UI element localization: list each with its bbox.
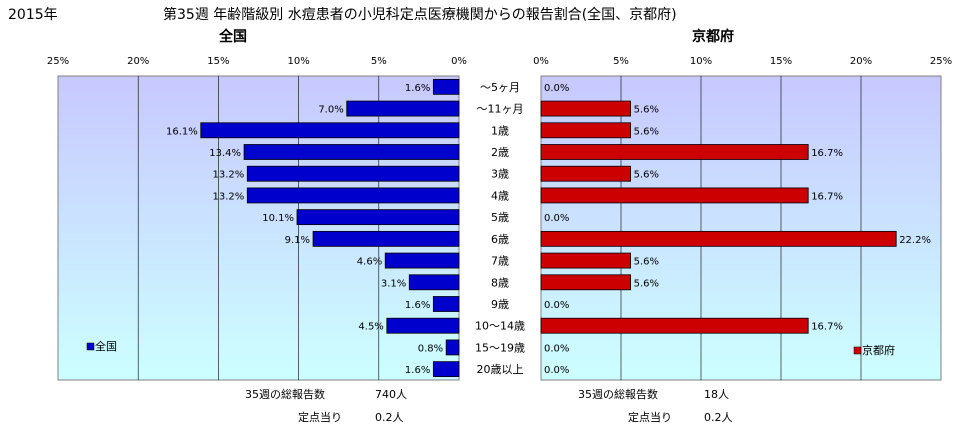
- national-bar: [243, 144, 460, 160]
- national-value-label: 9.1%: [285, 235, 310, 246]
- category-label: 10～14歳: [475, 320, 525, 333]
- kyoto-legend-swatch: [853, 346, 862, 355]
- kyoto-legend-label: 京都府: [862, 343, 895, 357]
- kyoto-value-label: 22.2%: [899, 235, 931, 246]
- kyoto-bar: [540, 122, 631, 139]
- kyoto-value-label: 5.6%: [634, 257, 659, 268]
- kyoto-x-tick-label: 5%: [613, 56, 629, 67]
- category-label: 8歳: [491, 276, 509, 289]
- kyoto-bar: [540, 144, 809, 160]
- year-label: 2015年: [8, 7, 58, 23]
- kyoto-value-label: 0.0%: [544, 300, 569, 311]
- national-bar: [408, 274, 460, 291]
- national-total-label: 35週の総報告数: [245, 387, 325, 401]
- national-bar: [384, 252, 460, 269]
- national-bar: [312, 230, 460, 247]
- category-label: 6歳: [491, 233, 509, 246]
- national-value-label: 13.4%: [209, 148, 241, 159]
- kyoto-x-tick-label: 15%: [770, 56, 792, 67]
- national-total-value: 740人: [375, 388, 407, 401]
- national-value-label: 1.6%: [405, 83, 430, 94]
- national-value-label: 1.6%: [405, 300, 430, 311]
- kyoto-per-label: 定点当り: [628, 410, 672, 424]
- kyoto-total-label: 35週の総報告数: [578, 387, 658, 401]
- national-plot-area: [57, 75, 460, 381]
- kyoto-bar: [540, 230, 897, 247]
- national-x-tick-label: 20%: [127, 56, 149, 67]
- category-label: 1歳: [491, 124, 509, 137]
- national-value-label: 1.6%: [405, 365, 430, 376]
- national-panel-title: 全国: [218, 28, 247, 45]
- national-bar: [445, 339, 460, 356]
- national-value-label: 13.2%: [212, 170, 244, 181]
- national-x-tick-label: 10%: [287, 56, 309, 67]
- kyoto-bar: [540, 274, 631, 291]
- national-x-tick-label: 5%: [371, 56, 387, 67]
- kyoto-bar: [540, 100, 631, 117]
- category-label: 3歳: [491, 168, 509, 181]
- kyoto-value-label: 16.7%: [811, 191, 843, 202]
- kyoto-x-tick-label: 20%: [850, 56, 872, 67]
- category-label: ～5ヶ月: [480, 81, 520, 94]
- national-bar: [432, 78, 460, 95]
- category-label: 20歳以上: [477, 363, 524, 376]
- kyoto-x-tick-label: 25%: [930, 56, 952, 67]
- category-label: 4歳: [491, 189, 509, 202]
- category-label: 5歳: [491, 211, 509, 224]
- category-label: ～11ヶ月: [477, 103, 524, 116]
- national-value-label: 3.1%: [381, 278, 406, 289]
- national-x-tick-label: 15%: [207, 56, 229, 67]
- kyoto-plot-area: [540, 75, 942, 381]
- kyoto-value-label: 5.6%: [634, 170, 659, 181]
- kyoto-bar: [540, 165, 631, 182]
- national-legend-label: 全国: [95, 339, 117, 353]
- chart-title: 第35週 年齢階級別 水痘患者の小児科定点医療機関からの報告割合(全国、京都府): [163, 6, 677, 23]
- kyoto-value-label: 16.7%: [811, 322, 843, 333]
- kyoto-per-value: 0.2人: [704, 411, 733, 424]
- national-bar: [432, 361, 460, 378]
- national-bar: [296, 209, 460, 226]
- national-bar: [386, 317, 460, 334]
- national-value-label: 13.2%: [212, 191, 244, 202]
- category-label: 9歳: [491, 298, 509, 311]
- national-bar: [246, 187, 460, 204]
- national-value-label: 4.6%: [357, 257, 382, 268]
- kyoto-bar: [540, 187, 809, 204]
- category-label: 15～19歳: [475, 341, 525, 354]
- national-bar: [246, 165, 460, 182]
- national-value-label: 10.1%: [262, 213, 294, 224]
- kyoto-x-tick-label: 0%: [533, 56, 549, 67]
- kyoto-bar: [540, 317, 809, 334]
- national-bar: [432, 296, 460, 312]
- national-value-label: 16.1%: [166, 126, 198, 137]
- category-label: 7歳: [491, 255, 509, 268]
- national-legend-swatch: [86, 342, 95, 351]
- national-value-label: 7.0%: [318, 105, 343, 116]
- kyoto-bar: [540, 252, 631, 269]
- kyoto-panel-title: 京都府: [692, 28, 734, 45]
- kyoto-x-tick-label: 10%: [690, 56, 712, 67]
- kyoto-value-label: 0.0%: [544, 83, 569, 94]
- national-x-tick-label: 0%: [451, 56, 467, 67]
- kyoto-value-label: 16.7%: [811, 148, 843, 159]
- national-bar: [200, 122, 460, 139]
- kyoto-value-label: 0.0%: [544, 213, 569, 224]
- national-x-tick-label: 25%: [47, 56, 69, 67]
- kyoto-value-label: 0.0%: [544, 365, 569, 376]
- national-value-label: 0.8%: [418, 343, 443, 354]
- national-per-label: 定点当り: [298, 410, 342, 424]
- national-bar: [346, 100, 460, 117]
- category-label: 2歳: [491, 146, 509, 159]
- kyoto-value-label: 5.6%: [634, 105, 659, 116]
- kyoto-value-label: 0.0%: [544, 343, 569, 354]
- national-per-value: 0.2人: [375, 411, 404, 424]
- kyoto-total-value: 18人: [704, 388, 729, 401]
- kyoto-value-label: 5.6%: [634, 278, 659, 289]
- kyoto-value-label: 5.6%: [634, 126, 659, 137]
- national-value-label: 4.5%: [358, 322, 383, 333]
